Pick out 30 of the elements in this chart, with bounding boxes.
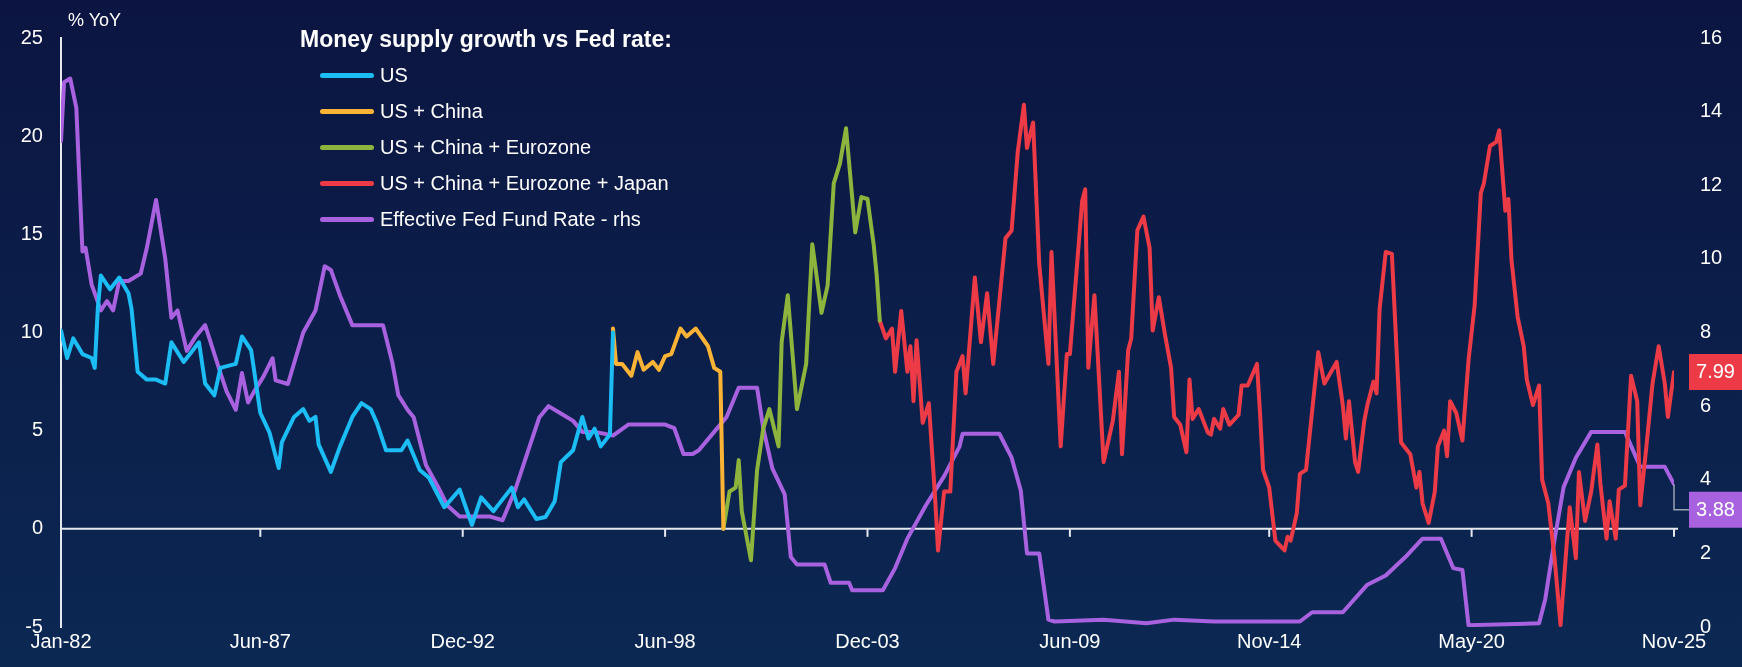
y2-tick-label: 10 [1700, 246, 1723, 269]
legend-label: US + China + Eurozone [380, 135, 592, 159]
data-label: 3.88 [1696, 498, 1735, 521]
y-tick-label: 15 [20, 221, 43, 244]
x-tick-label: Dec-03 [835, 629, 900, 652]
data-label: 7.99 [1696, 360, 1735, 383]
legend-label: US + China + Eurozone + Japan [380, 171, 669, 195]
legend-label: US [380, 63, 408, 87]
y-axis-title: % YoY [68, 10, 122, 31]
y2-tick-label: 12 [1700, 172, 1723, 195]
y2-tick-label: 8 [1700, 320, 1712, 343]
y-tick-label: 10 [20, 320, 43, 343]
y2-tick-label: 2 [1700, 540, 1712, 563]
x-tick-label: Dec-92 [430, 629, 495, 652]
y-tick-label: 25 [20, 25, 43, 48]
x-tick-label: Jun-09 [1039, 629, 1101, 652]
legend-label: Effective Fed Fund Rate - rhs [380, 207, 641, 231]
x-tick-label: May-20 [1438, 629, 1505, 652]
legend-label: US + China [380, 99, 483, 123]
y2-tick-label: 16 [1700, 25, 1723, 48]
y-tick-label: 0 [31, 516, 43, 539]
y-tick-label: 5 [31, 418, 43, 441]
y2-tick-label: 4 [1700, 467, 1712, 490]
x-tick-label: Nov-14 [1236, 629, 1302, 652]
y-tick-label: 20 [20, 123, 43, 146]
x-tick-label: Jun-87 [229, 629, 291, 652]
x-tick-label: Jun-98 [634, 629, 696, 652]
y2-tick-label: 14 [1700, 99, 1723, 122]
legend-title: Money supply growth vs Fed rate: [300, 26, 672, 53]
y2-tick-label: 6 [1700, 393, 1712, 416]
